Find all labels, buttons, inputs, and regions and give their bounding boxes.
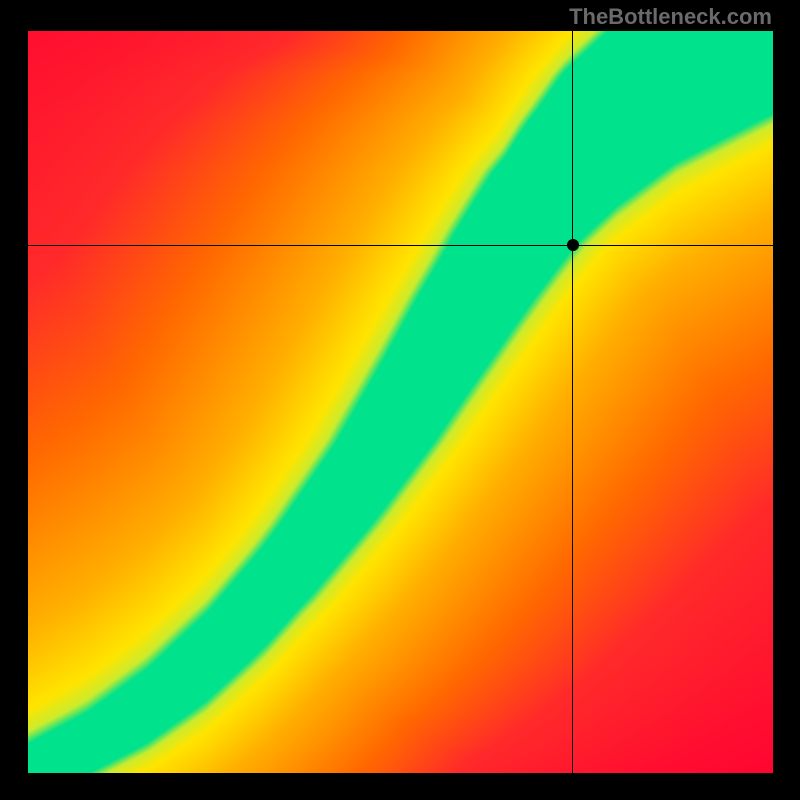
data-point-marker	[567, 239, 579, 251]
heatmap-canvas	[28, 31, 773, 773]
heatmap-plot	[28, 31, 773, 773]
crosshair-vertical	[572, 31, 573, 773]
watermark-text: TheBottleneck.com	[569, 4, 772, 30]
crosshair-horizontal	[28, 245, 773, 246]
